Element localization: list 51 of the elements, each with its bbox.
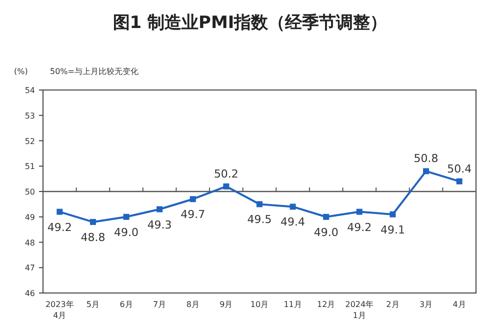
data-label: 50.8 (414, 152, 438, 166)
data-label: 50.2 (214, 167, 238, 180)
x-tick-label: 3月 (419, 300, 433, 309)
y-tick-label: 52 (24, 136, 35, 146)
y-tick-label: 51 (24, 162, 35, 172)
y-tick-label: 48 (24, 238, 35, 248)
point (356, 208, 362, 215)
data-label: 48.8 (80, 230, 106, 244)
x-tick-label: 9月 (220, 300, 233, 309)
data-label: 49.7 (180, 208, 206, 222)
data-label: 49.0 (114, 226, 139, 239)
point (256, 201, 262, 208)
point (90, 218, 96, 225)
point (56, 208, 63, 215)
point (156, 206, 163, 212)
data-label: 50.4 (447, 162, 472, 176)
x-tick-label: 2023年 4月 (45, 300, 74, 320)
x-tick-label: 12月 (317, 300, 336, 309)
x-tick-label: 8月 (186, 300, 200, 309)
x-tick-label: 2024年 1月 (345, 300, 374, 320)
y-tick-label: 53 (24, 111, 35, 120)
point (323, 214, 330, 220)
y-axis-title: (%) (14, 67, 28, 76)
data-label: 49.0 (314, 226, 338, 239)
x-tick-label: 5月 (86, 300, 100, 309)
data-label: 49.4 (280, 216, 306, 229)
point (456, 178, 462, 184)
data-label: 49.3 (147, 218, 172, 232)
data-label: 49.2 (347, 220, 372, 234)
chart-title: 图1 制造业PMI指数（经季节调整） (112, 13, 388, 33)
point (223, 183, 230, 190)
y-tick-label: 50 (24, 188, 35, 196)
y-tick-label: 54 (24, 86, 35, 95)
data-label: 49.5 (247, 213, 272, 226)
y-tick-label: 46 (24, 289, 35, 298)
text: 50%=与上月比较无变化 (50, 67, 138, 76)
x-tick-label: 4月 (452, 300, 466, 309)
point (423, 168, 430, 174)
y-tick-label: 47 (24, 264, 35, 273)
x-tick-label: 10月 (250, 300, 269, 309)
x-tick-label: 2月 (386, 300, 400, 309)
y-tick-label: 49 (24, 212, 35, 222)
data-label: 49.2 (47, 220, 72, 234)
data-label: 49.1 (380, 223, 405, 236)
x-tick-label: 6月 (120, 300, 133, 309)
x-tick-label: 11月 (284, 300, 302, 309)
point (290, 204, 296, 210)
point (123, 214, 130, 220)
x-tick-label: 7月 (153, 300, 166, 309)
point (390, 211, 396, 218)
point (190, 196, 196, 202)
